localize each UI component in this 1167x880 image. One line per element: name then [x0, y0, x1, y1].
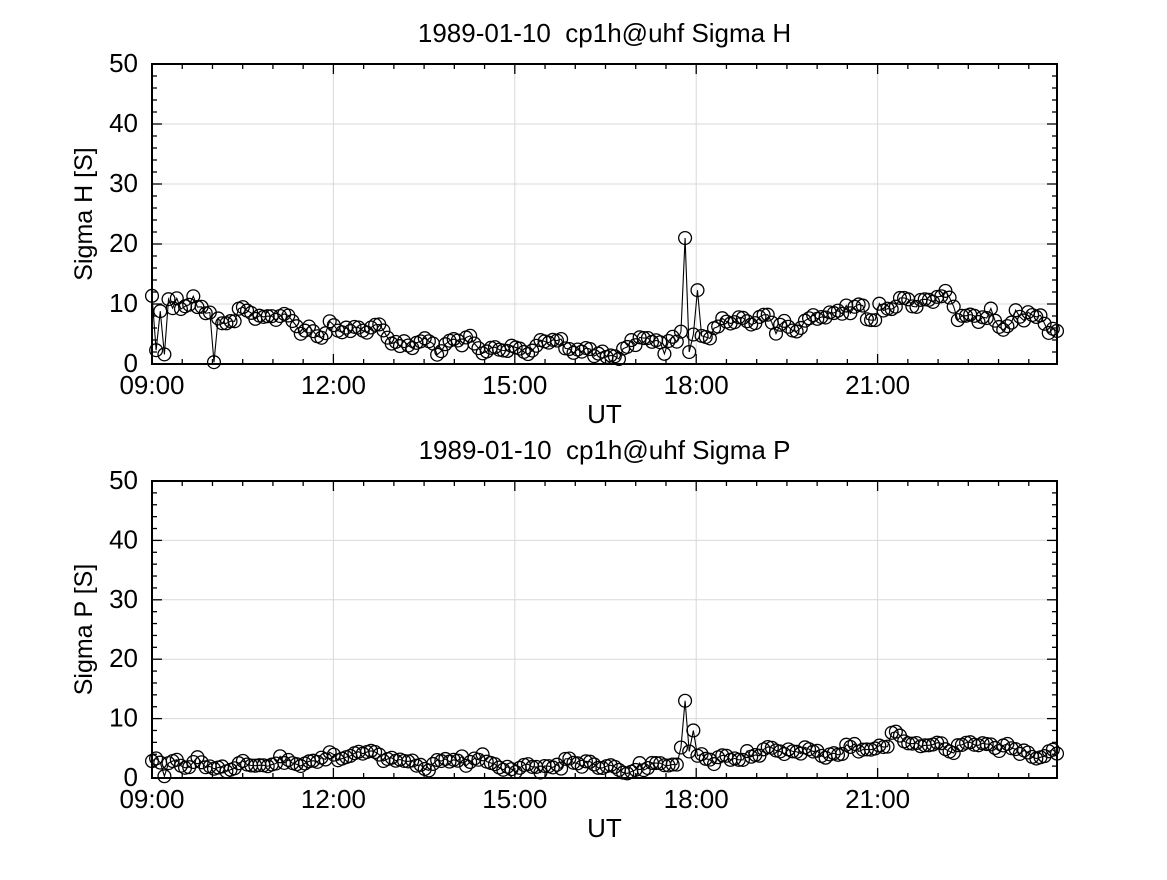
- svg-text:30: 30: [109, 584, 138, 614]
- svg-text:09:00: 09:00: [119, 784, 184, 814]
- svg-text:UT: UT: [587, 399, 622, 429]
- svg-text:12:00: 12:00: [301, 370, 366, 400]
- svg-text:10: 10: [109, 288, 138, 318]
- svg-text:21:00: 21:00: [845, 370, 910, 400]
- svg-text:20: 20: [109, 643, 138, 673]
- svg-text:30: 30: [109, 168, 138, 198]
- svg-text:1989-01-10 cp1h@uhf Sigma P: 1989-01-10 cp1h@uhf Sigma P: [419, 435, 791, 465]
- svg-text:1989-01-10 cp1h@uhf Sigma H: 1989-01-10 cp1h@uhf Sigma H: [418, 18, 791, 48]
- svg-text:15:00: 15:00: [482, 370, 547, 400]
- svg-text:40: 40: [109, 108, 138, 138]
- svg-text:18:00: 18:00: [664, 370, 729, 400]
- svg-text:UT: UT: [587, 813, 622, 843]
- svg-text:Sigma P [S]: Sigma P [S]: [70, 564, 98, 696]
- svg-text:15:00: 15:00: [482, 784, 547, 814]
- svg-text:10: 10: [109, 703, 138, 733]
- svg-text:50: 50: [109, 465, 138, 495]
- svg-text:Sigma H [S]: Sigma H [S]: [70, 147, 98, 280]
- svg-text:18:00: 18:00: [664, 784, 729, 814]
- svg-text:40: 40: [109, 524, 138, 554]
- svg-text:20: 20: [109, 228, 138, 258]
- svg-text:09:00: 09:00: [119, 370, 184, 400]
- svg-text:21:00: 21:00: [845, 784, 910, 814]
- svg-text:12:00: 12:00: [301, 784, 366, 814]
- svg-text:50: 50: [109, 48, 138, 78]
